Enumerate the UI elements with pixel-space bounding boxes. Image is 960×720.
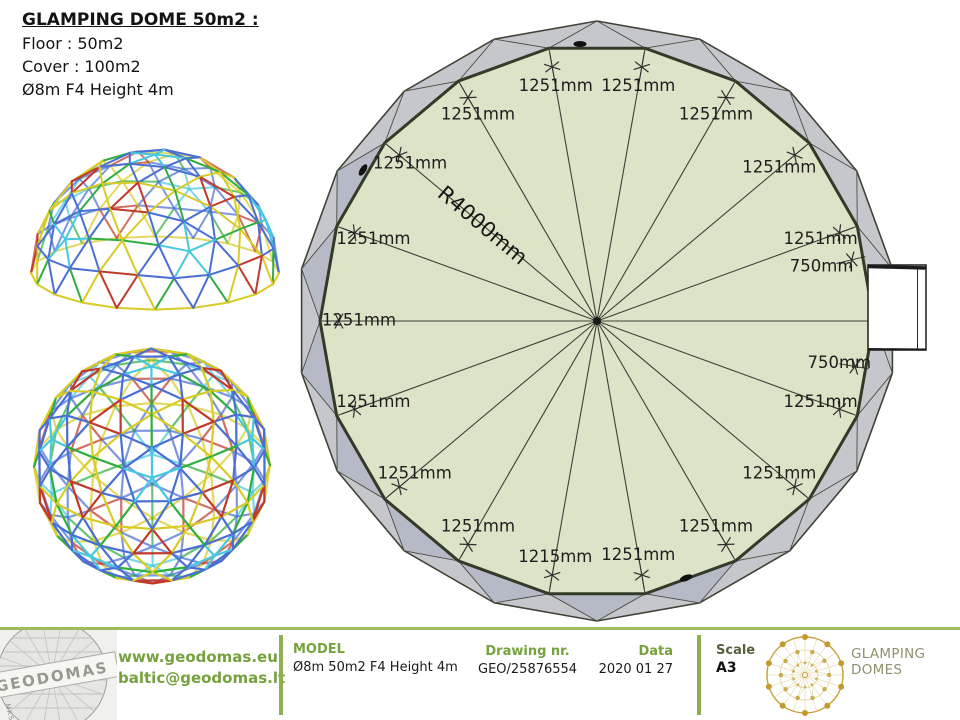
model-block: MODEL Ø8m 50m2 F4 Height 4m (293, 642, 458, 675)
scale-label: Scale (716, 643, 756, 658)
vent-mark (679, 574, 693, 582)
dim-label: 1251mm (322, 311, 396, 330)
dome-side-wireframe (30, 148, 280, 311)
dim-label: 1215mm (518, 547, 592, 566)
drawing-number-block: Drawing nr. GEO/25876554 (478, 644, 577, 677)
spec-floor: Floor : 50m2 (22, 34, 124, 53)
title-block: GLAMPING DOME 50m2 : Floor : 50m2 Cover … (22, 10, 259, 99)
dim-label: 1251mm (519, 76, 593, 95)
date-block: Data 2020 01 27 (595, 644, 673, 677)
footer-divider (279, 635, 283, 715)
spec-size: Ø8m F4 Height 4m (22, 80, 174, 99)
dim-label: 1251mm (336, 392, 410, 411)
dim-label: 1251mm (742, 464, 816, 483)
floor-plan-drawing: 1251mm1251mm1251mm1251mm1251mm1251mm1251… (300, 20, 927, 622)
vent-mark (358, 164, 368, 176)
dim-label: 750mm (807, 353, 871, 372)
footer-divider (697, 635, 701, 715)
model-label: MODEL (293, 642, 345, 657)
dim-label: 1251mm (784, 392, 858, 411)
door-opening (867, 264, 927, 351)
dim-label: 1251mm (373, 154, 447, 173)
dim-label: 1251mm (441, 104, 515, 123)
scale-block: Scale A3 (716, 643, 755, 676)
contact-block: www.geodomas.eu baltic@geodomas.lt (118, 647, 286, 689)
email-link[interactable]: baltic@geodomas.lt (118, 669, 286, 687)
dim-label: 1251mm (601, 545, 675, 564)
dim-label: 1251mm (601, 76, 675, 95)
dome-sphere-wireframe (32, 347, 272, 585)
vent-mark (573, 41, 587, 47)
dome-mandala-icon (765, 634, 845, 716)
dim-label: 1251mm (742, 158, 816, 177)
spec-cover: Cover : 100m2 (22, 57, 141, 76)
drawing-number-value: GEO/25876554 (478, 662, 578, 677)
drawing-number-label: Drawing nr. (485, 644, 570, 659)
date-label: Data (638, 644, 673, 659)
page-title: GLAMPING DOME 50m2 : (22, 10, 259, 30)
website-link[interactable]: www.geodomas.eu (118, 648, 278, 666)
dim-label: 1251mm (784, 229, 858, 248)
model-value: Ø8m 50m2 F4 Height 4m (293, 660, 458, 675)
date-value: 2020 01 27 (598, 662, 673, 677)
scale-value: A3 (716, 660, 737, 676)
brand-text: GLAMPING DOMES (851, 646, 926, 678)
dim-label: 1251mm (441, 517, 515, 536)
dim-label: 1251mm (679, 104, 753, 123)
dim-label: 1251mm (336, 229, 410, 248)
dim-label: 1251mm (679, 517, 753, 536)
dim-label: 750mm (790, 257, 854, 276)
dim-label: 1251mm (378, 464, 452, 483)
